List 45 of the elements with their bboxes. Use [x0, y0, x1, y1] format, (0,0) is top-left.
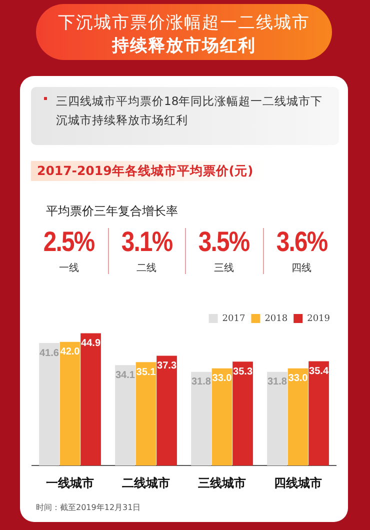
data-label: 31.8 — [267, 376, 288, 388]
bar — [308, 361, 329, 466]
text: 时间：截至2019年12月31日 — [36, 502, 141, 513]
category-label: 一线 — [58, 262, 80, 275]
data-label: 42.0 — [60, 346, 80, 358]
x-tick-label: 三线城市 — [198, 476, 246, 490]
data-label: 35.4 — [309, 366, 329, 378]
bar — [156, 356, 177, 466]
bar — [115, 365, 136, 466]
bar — [191, 372, 212, 466]
bar — [232, 362, 253, 466]
bar — [60, 342, 80, 466]
bar — [288, 368, 308, 466]
category-label: 四线 — [290, 262, 312, 275]
data-label: 3.1% — [120, 226, 174, 258]
data-label: 44.9 — [81, 338, 101, 350]
bar — [80, 333, 101, 466]
x-tick-label: 一线城市 — [46, 476, 94, 490]
bar — [39, 343, 60, 466]
data-label: 37.3 — [157, 360, 177, 372]
data-label: 35.1 — [136, 366, 156, 378]
legend-label: 2019 — [307, 314, 330, 324]
text: 持续释放市场红利 — [110, 35, 257, 57]
data-label: 33.0 — [212, 373, 232, 384]
data-label: 3.5% — [197, 226, 250, 258]
data-label: 34.1 — [115, 370, 136, 381]
data-label: 2.5% — [42, 226, 96, 258]
category-label: 三线 — [212, 262, 235, 275]
legend-label: 2018 — [264, 314, 288, 324]
text: 下沉城市票价涨幅超一二线城市 — [57, 12, 311, 34]
data-label: 35.3 — [233, 366, 253, 378]
data-label: 31.8 — [191, 376, 212, 388]
data-label: 33.0 — [288, 373, 308, 384]
x-tick-label: 四线城市 — [274, 476, 322, 490]
text: 2017-2019年各线城市平均票价(元) — [31, 161, 267, 181]
bar — [212, 368, 232, 466]
data-label: 3.6% — [274, 226, 328, 258]
x-tick-label: 二线城市 — [122, 476, 170, 490]
category-label: 二线 — [135, 262, 158, 275]
text: 平均票价三年复合增长率 — [46, 203, 179, 220]
legend-label: 2017 — [222, 314, 246, 324]
bar — [267, 372, 288, 466]
bar — [136, 362, 156, 466]
text: 三四线城市平均票价18年同比涨幅超一二线城市下沉城市持续释放市场红利 — [56, 94, 323, 127]
data-label: 41.6 — [39, 348, 60, 359]
